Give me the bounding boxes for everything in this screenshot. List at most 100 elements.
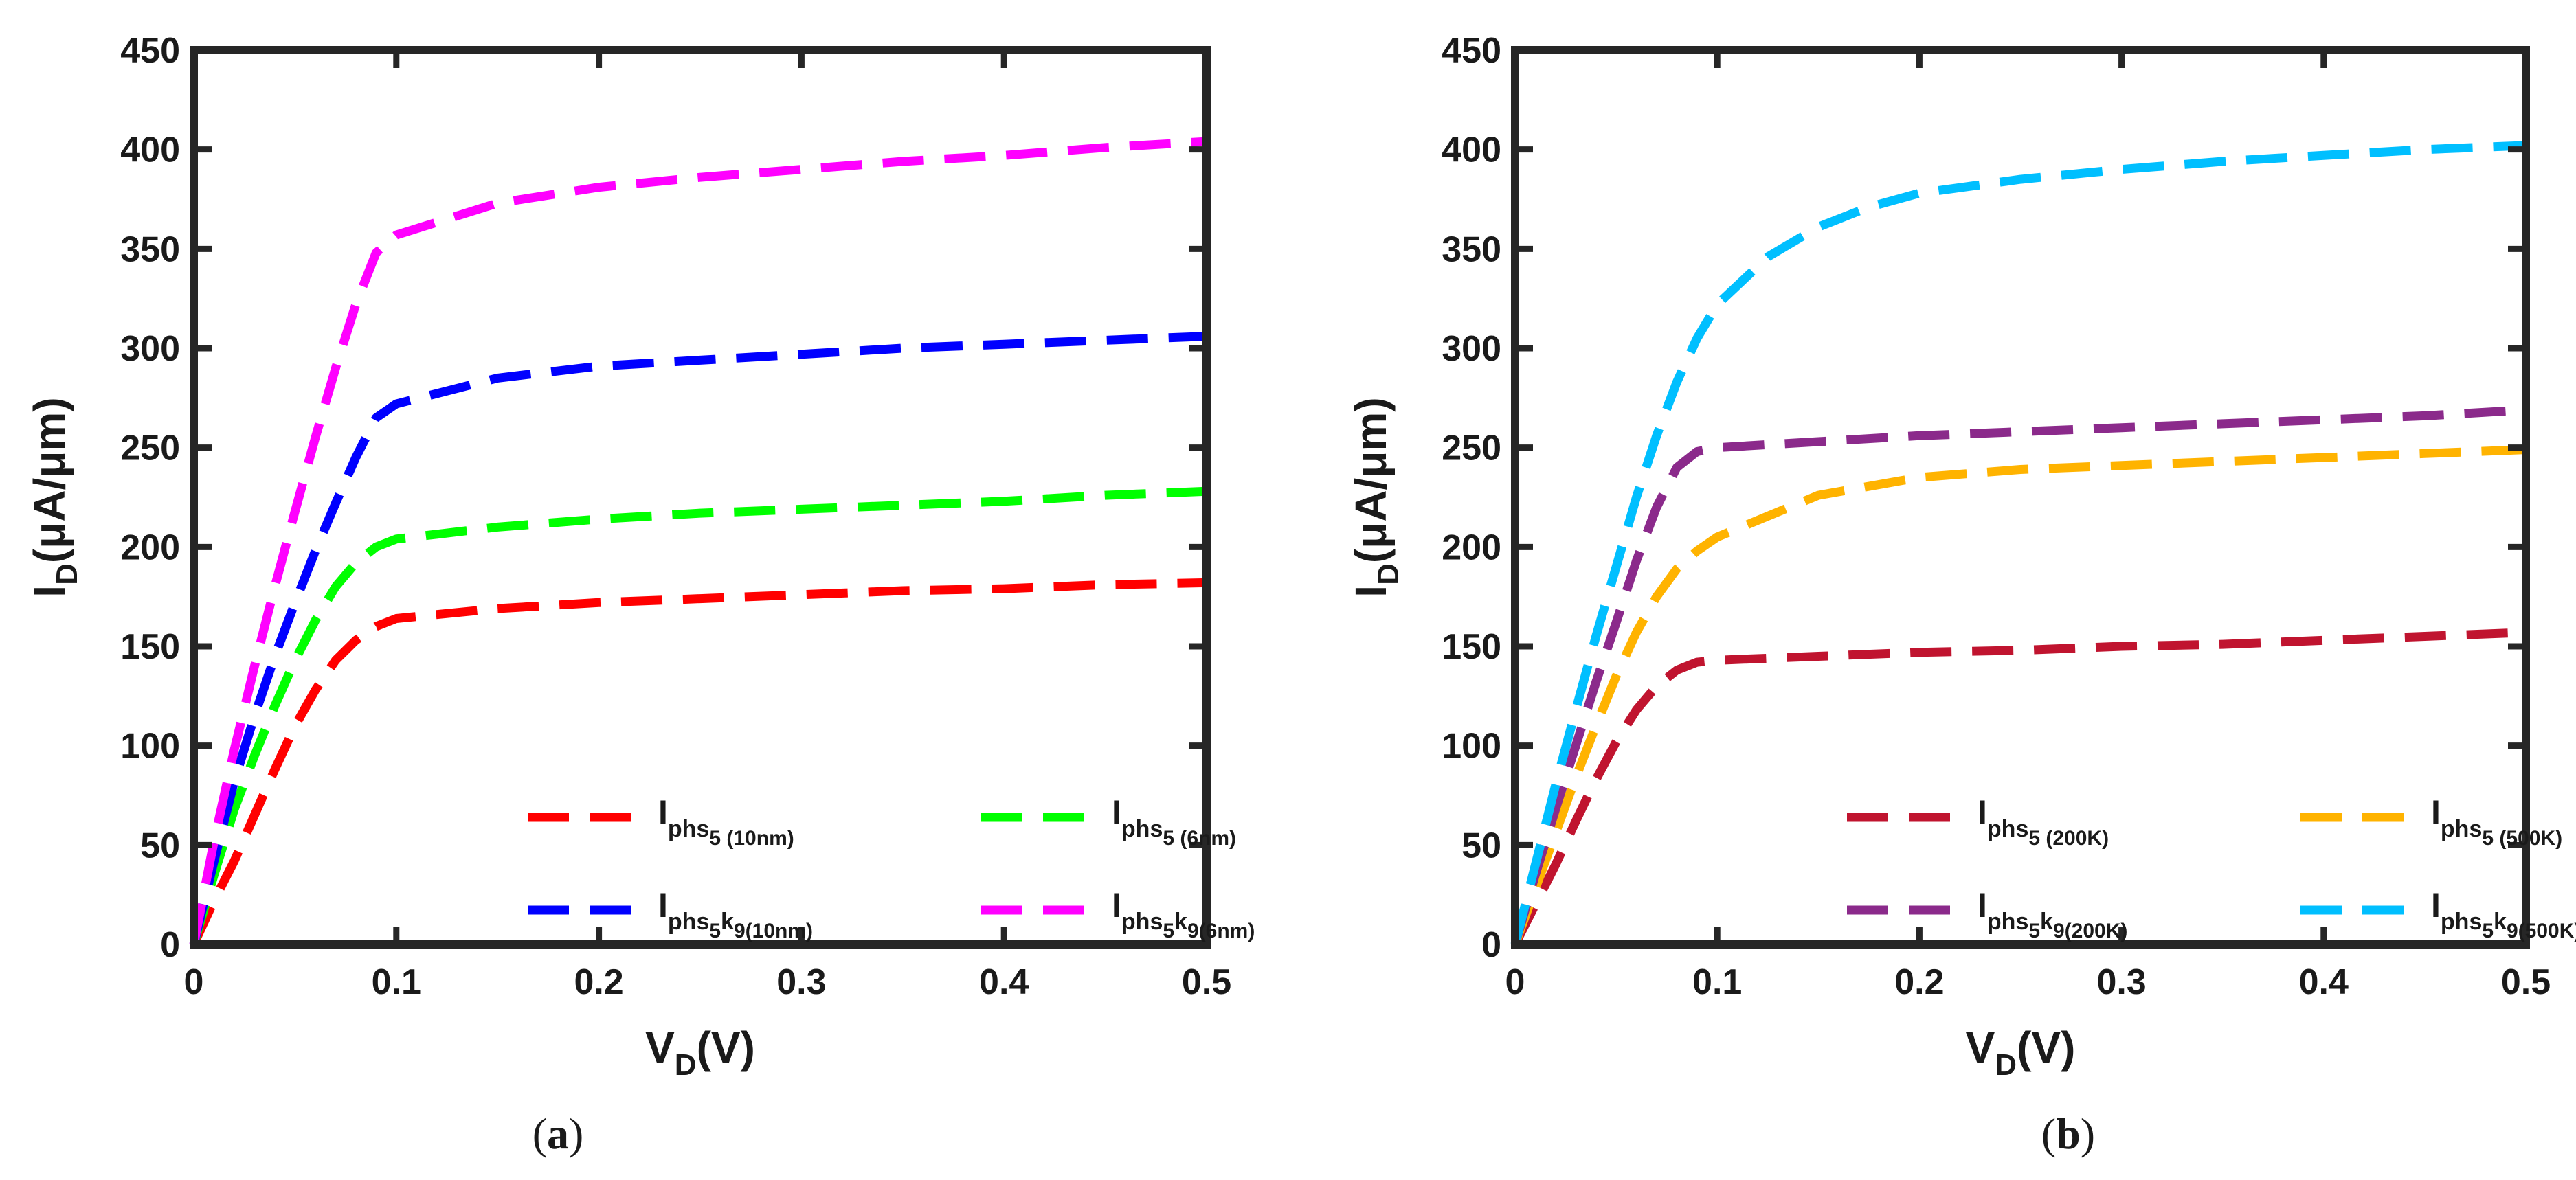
text-part: k: [2494, 909, 2507, 935]
x-tick-label: 0.1: [372, 962, 421, 1002]
text-part: b: [2056, 1109, 2081, 1158]
x-axis-title: VD(V): [645, 1023, 755, 1082]
series-line-a1: [190, 578, 1207, 946]
text-part: 5: [2482, 920, 2494, 942]
text-part: (V): [697, 1023, 755, 1072]
y-tick-label: 400: [1442, 131, 1501, 170]
text-part: (V): [2017, 1023, 2075, 1072]
paren-open: (: [533, 1109, 547, 1158]
legend-item-b2: Iphs5 (500K): [2300, 793, 2562, 850]
text-part: D: [50, 563, 84, 585]
series-line-a3: [189, 332, 1207, 946]
plot-frame: [1511, 46, 2530, 949]
text-part: k: [1174, 909, 1187, 935]
x-tick-label: 0.2: [1894, 962, 1944, 1002]
x-tick-label: 0: [184, 962, 204, 1002]
series-line-b3: [1510, 405, 2527, 946]
text-part: 9: [2507, 920, 2518, 942]
panel-label: (b): [2041, 1109, 2095, 1158]
y-tick-label: 200: [120, 527, 180, 567]
legend-item-a4: Iphs5k9(6nm): [981, 886, 1255, 942]
text-part: (6nm): [1174, 827, 1236, 850]
y-tick-label: 300: [1442, 329, 1501, 369]
text-part: I: [1978, 886, 1987, 924]
text-part: V: [645, 1023, 675, 1072]
series-line-b2: [1510, 445, 2527, 946]
text-part: (10nm): [721, 827, 794, 850]
legend-label: Iphs5 (200K): [1978, 793, 2109, 850]
legend-item-b3: Iphs5k9(200K): [1847, 886, 2127, 942]
y-tick-label: 400: [120, 131, 180, 170]
text-part: (500K): [2494, 827, 2562, 850]
x-tick-label: 0.3: [2096, 962, 2146, 1002]
y-tick-label: 450: [1442, 31, 1501, 71]
x-tick-label: 0.4: [979, 962, 1029, 1002]
y-tick-label: 100: [120, 727, 180, 767]
x-tick-label: 0.3: [776, 962, 826, 1002]
series-line-b4: [1510, 141, 2527, 946]
text-part: I: [1978, 793, 1987, 832]
text-part: phs: [1987, 816, 2028, 842]
x-tick-label: 0.5: [1182, 962, 1231, 1002]
series-line-b1: [1511, 628, 2527, 946]
x-tick-label: 0.5: [2501, 962, 2551, 1002]
text-part: (500K): [2518, 920, 2576, 942]
series-line-a4: [189, 137, 1207, 946]
text-part: phs: [1987, 909, 2028, 935]
y-tick-label: 300: [120, 329, 180, 369]
text-part: (μA/μm): [1346, 397, 1396, 563]
text-part: 9: [734, 920, 746, 942]
text-part: V: [1966, 1023, 1995, 1072]
y-axis-title: ID(μA/μm): [1346, 397, 1405, 597]
text-part: (200K): [2065, 920, 2128, 942]
legend-label: Iphs5 (6nm): [1112, 793, 1236, 850]
series-line-a2: [189, 486, 1207, 946]
text-part: phs: [2441, 816, 2482, 842]
legend-item-a1: Iphs5 (10nm): [528, 793, 794, 850]
x-tick-label: 0: [1505, 962, 1525, 1002]
legend-label: Iphs5 (500K): [2431, 793, 2562, 850]
y-tick-label: 50: [1461, 826, 1501, 865]
y-tick-label: 0: [160, 925, 180, 965]
legend-label: Iphs5k9(500K): [2431, 886, 2576, 942]
legend-label: Iphs5 (10nm): [658, 793, 794, 850]
y-tick-label: 150: [1442, 627, 1501, 667]
legend-item-b1: Iphs5 (200K): [1847, 793, 2109, 850]
text-part: 9: [1187, 920, 1199, 942]
y-tick-label: 100: [1442, 727, 1501, 767]
series-group: [189, 137, 1207, 946]
x-tick-label: 0.4: [2299, 962, 2349, 1002]
paren-close: ): [2081, 1109, 2095, 1158]
panel-label: (a): [533, 1109, 584, 1158]
y-tick-label: 250: [1442, 429, 1501, 468]
paren-close: ): [569, 1109, 583, 1158]
text-part: phs: [1121, 909, 1163, 935]
legend-label: Iphs5k9(6nm): [1112, 886, 1255, 942]
x-tick-label: 0.1: [1692, 962, 1742, 1002]
y-tick-label: 250: [120, 429, 180, 468]
text-part: 5: [1163, 920, 1174, 942]
x-tick-label: 0.2: [574, 962, 623, 1002]
text-part: phs: [2441, 909, 2482, 935]
y-tick-label: 450: [120, 31, 180, 71]
legend-item-a3: Iphs5k9(10nm): [528, 886, 813, 942]
text-part: 5: [709, 827, 721, 850]
text-part: 5: [709, 920, 721, 942]
y-tick-label: 50: [140, 826, 180, 865]
y-tick-label: 350: [120, 229, 180, 269]
text-part: I: [25, 585, 74, 598]
text-part: D: [1995, 1048, 2017, 1082]
text-part: 5: [2028, 827, 2040, 850]
chart-panel-b: 0 0.1 0.2 0.3 0.4 0.5 0 50 100 150 200 250 300 350 400…: [1346, 31, 2576, 1158]
text-part: 5: [1163, 827, 1174, 850]
text-part: phs: [668, 909, 709, 935]
text-part: k: [721, 909, 734, 935]
text-part: (μA/μm): [25, 397, 74, 563]
text-part: I: [1346, 585, 1396, 598]
legend-label: Iphs5k9(200K): [1978, 886, 2127, 942]
text-part: I: [1112, 886, 1121, 924]
paren-open: (: [2041, 1109, 2056, 1158]
text-part: (200K): [2040, 827, 2109, 850]
